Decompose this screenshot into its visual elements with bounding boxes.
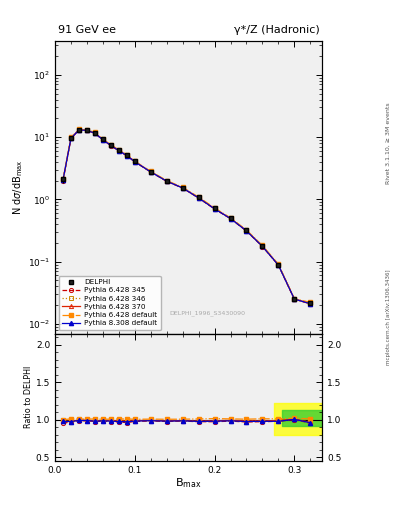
Y-axis label: N d$\sigma$/dB$_{\mathsf{max}}$: N d$\sigma$/dB$_{\mathsf{max}}$ [11,159,25,215]
Text: mcplots.cern.ch [arXiv:1306.3436]: mcplots.cern.ch [arXiv:1306.3436] [386,270,391,365]
Legend: DELPHI, Pythia 6.428 345, Pythia 6.428 346, Pythia 6.428 370, Pythia 6.428 defau: DELPHI, Pythia 6.428 345, Pythia 6.428 3… [59,275,161,330]
Text: 91 GeV ee: 91 GeV ee [58,25,116,35]
Y-axis label: Ratio to DELPHI: Ratio to DELPHI [24,366,33,429]
Text: DELPHI_1996_S3430090: DELPHI_1996_S3430090 [169,310,245,316]
Text: γ*/Z (Hadronic): γ*/Z (Hadronic) [234,25,320,35]
X-axis label: B$_{\mathsf{max}}$: B$_{\mathsf{max}}$ [175,476,202,490]
Text: Rivet 3.1.10, ≥ 3M events: Rivet 3.1.10, ≥ 3M events [386,102,391,184]
